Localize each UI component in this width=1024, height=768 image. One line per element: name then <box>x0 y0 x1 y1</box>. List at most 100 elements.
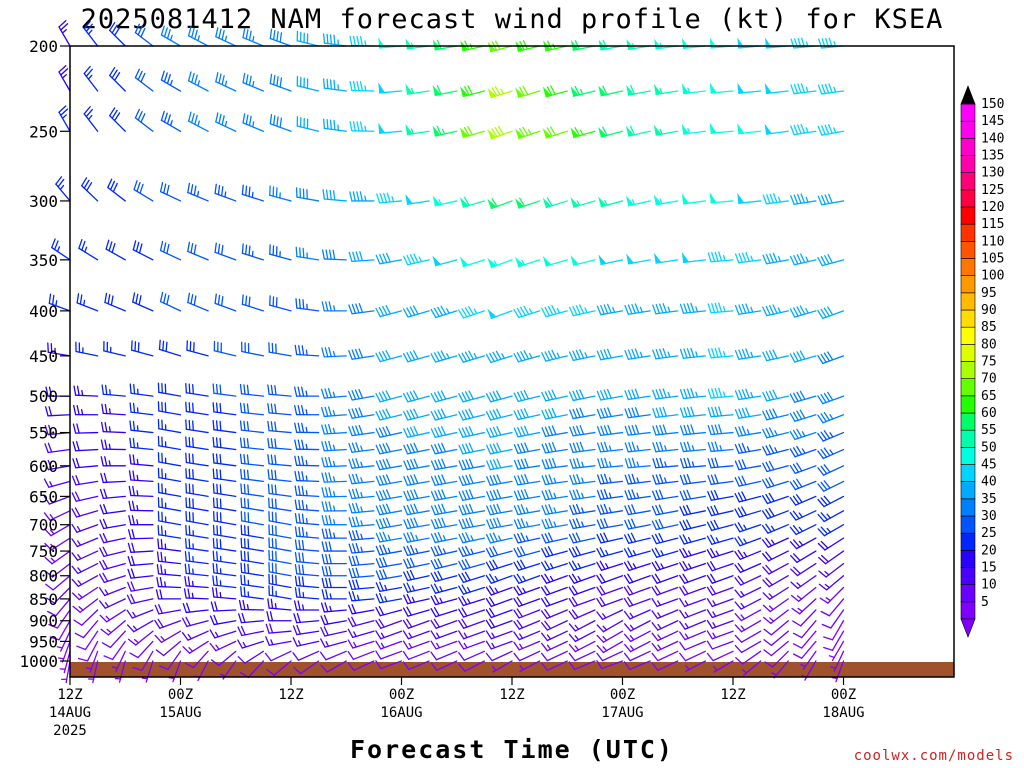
wind-barb <box>294 422 320 434</box>
wind-barb <box>375 474 403 486</box>
y-tick-label: 650 <box>29 487 58 506</box>
wind-barb <box>375 557 403 569</box>
wind-barb <box>817 447 845 460</box>
wind-barb <box>348 502 375 514</box>
wind-barb <box>348 488 375 500</box>
wind-barb <box>212 575 237 589</box>
wind-barb <box>48 609 71 629</box>
wind-barb <box>541 442 568 454</box>
wind-barb <box>99 598 126 609</box>
wind-barb <box>320 614 347 626</box>
wind-barb <box>403 474 430 486</box>
wind-barb <box>430 474 458 486</box>
wind-barb <box>430 408 458 421</box>
colorbar-segment <box>960 258 976 276</box>
wind-barb <box>114 660 126 683</box>
colorbar: 5 10 15 20 25 30 35 40 45 50 55 60 65 70 75 80 85 90 95 100… <box>960 85 1004 638</box>
wind-barb <box>185 468 209 483</box>
wind-barb <box>570 197 596 208</box>
wind-barb <box>294 485 320 498</box>
wind-barb <box>154 630 182 643</box>
wind-barb <box>321 249 347 261</box>
wind-barb <box>652 388 679 400</box>
wind-barb <box>241 184 265 202</box>
wind-barb <box>157 511 182 526</box>
wind-barb <box>540 573 568 584</box>
wind-barb <box>762 477 789 489</box>
wind-barb <box>402 305 430 318</box>
wind-barb <box>679 347 707 359</box>
wind-barb <box>71 491 99 502</box>
wind-barb <box>485 350 513 364</box>
colorbar-label: 10 <box>981 578 997 593</box>
wind-barb <box>513 389 541 403</box>
wind-barb <box>320 406 347 418</box>
wind-barb <box>183 588 209 600</box>
wind-barb <box>375 640 403 650</box>
wind-barb <box>652 348 679 360</box>
wind-barb <box>734 536 762 547</box>
colorbar-label: 115 <box>981 217 1004 232</box>
wind-barb <box>184 538 209 552</box>
wind-barb <box>375 408 403 421</box>
wind-barb <box>817 430 845 442</box>
wind-barb <box>458 458 486 471</box>
wind-barb <box>126 609 154 619</box>
colorbar-max-arrow <box>960 85 976 105</box>
wind-barb <box>293 612 320 624</box>
wind-barb <box>126 620 154 633</box>
wind-barb <box>100 472 126 484</box>
wind-barb <box>103 340 126 357</box>
wind-barb <box>741 660 762 676</box>
wind-barb <box>458 545 486 557</box>
colorbar-label: 35 <box>981 492 997 507</box>
colorbar-segment <box>960 412 976 431</box>
wind-barb <box>823 620 845 641</box>
wind-barb <box>734 586 762 598</box>
wind-barb <box>375 426 403 438</box>
wind-barb <box>789 409 817 422</box>
wind-barb <box>625 195 651 207</box>
wind-barb <box>679 489 707 501</box>
wind-barb <box>568 585 596 596</box>
wind-barb <box>485 390 513 403</box>
wind-barb <box>294 512 320 526</box>
x-tick-label: 18AUG <box>822 705 864 721</box>
colorbar-segment <box>960 464 976 482</box>
wind-barb <box>737 192 762 204</box>
wind-barb <box>100 421 126 434</box>
x-tick-label: 15AUG <box>159 705 201 721</box>
wind-barb <box>265 636 292 646</box>
wind-barb <box>184 650 209 669</box>
wind-barb <box>155 589 182 600</box>
wind-barb <box>568 650 596 662</box>
wind-barb <box>185 436 209 451</box>
colorbar-label: 65 <box>981 389 997 404</box>
wind-barb <box>134 108 154 132</box>
wind-barb <box>817 495 845 508</box>
wind-barb <box>212 524 237 539</box>
colorbar-label: 140 <box>981 131 1004 146</box>
wind-barb <box>321 487 347 498</box>
wind-barb <box>73 404 99 416</box>
wind-barb <box>78 238 99 261</box>
y-tick-label: 350 <box>29 251 58 270</box>
wind-barb <box>295 298 320 312</box>
wind-barb <box>624 303 651 315</box>
wind-barb <box>129 437 154 451</box>
wind-barb <box>459 256 486 268</box>
wind-barb <box>154 604 182 615</box>
wind-barb <box>268 585 292 600</box>
wind-barb <box>487 125 513 140</box>
wind-barb <box>240 497 265 512</box>
wind-barb <box>294 344 320 357</box>
wind-barb <box>58 640 71 663</box>
wind-barb <box>159 291 182 312</box>
wind-barb <box>762 304 789 317</box>
wind-barb <box>681 123 707 135</box>
wind-barb <box>294 439 320 451</box>
wind-barb <box>821 609 845 629</box>
wind-barb <box>239 383 265 397</box>
wind-barb <box>762 408 789 421</box>
wind-barb <box>596 596 624 608</box>
